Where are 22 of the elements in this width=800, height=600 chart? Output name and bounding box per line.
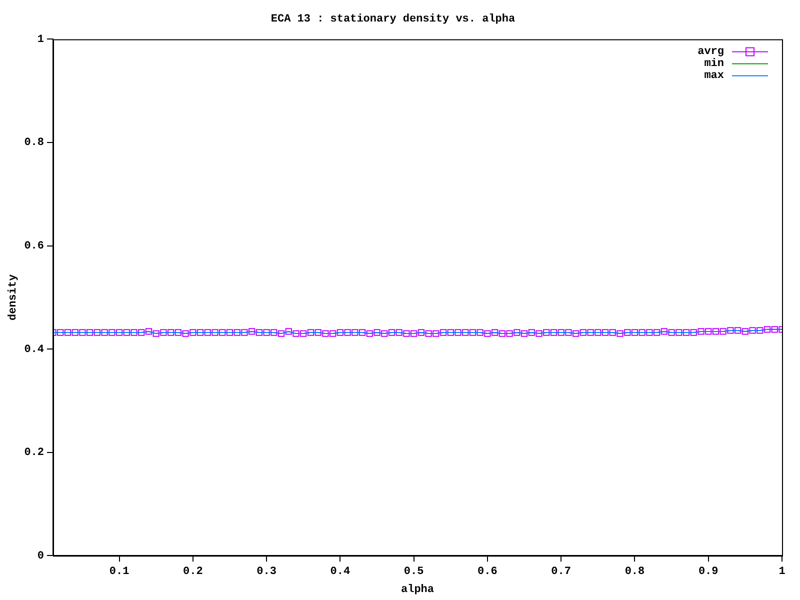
y-tick-label: 0.8 (24, 137, 44, 150)
x-tick-label: 1 (778, 566, 786, 578)
y-tick-label: 0.2 (24, 447, 44, 460)
x-tick-label: 0.9 (698, 566, 718, 578)
y-tick-label: 0.4 (24, 344, 44, 356)
x-tick-label: 0.7 (551, 566, 571, 578)
x-tick-label: 0.8 (624, 566, 646, 578)
x-tick-label: 0.4 (330, 566, 350, 578)
x-axis-title: alpha (400, 584, 434, 596)
y-tick-label: 0.6 (24, 240, 44, 253)
x-tick-label: 0.3 (256, 566, 277, 578)
x-tick-label: 0.5 (404, 566, 424, 578)
x-tick-label: 0.6 (478, 566, 498, 578)
legend-label: max (704, 70, 724, 82)
chart-title: ECA 13 : stationary density vs. alpha (270, 13, 516, 26)
y-axis-title: density (7, 274, 20, 321)
x-tick-label: 0.1 (109, 566, 130, 578)
y-tick-label: 1 (37, 34, 44, 46)
legend-label: min (704, 58, 724, 70)
y-tick-label: 0 (37, 550, 44, 562)
legend-label: avrg (698, 46, 724, 58)
x-tick-label: 0.2 (183, 566, 203, 578)
